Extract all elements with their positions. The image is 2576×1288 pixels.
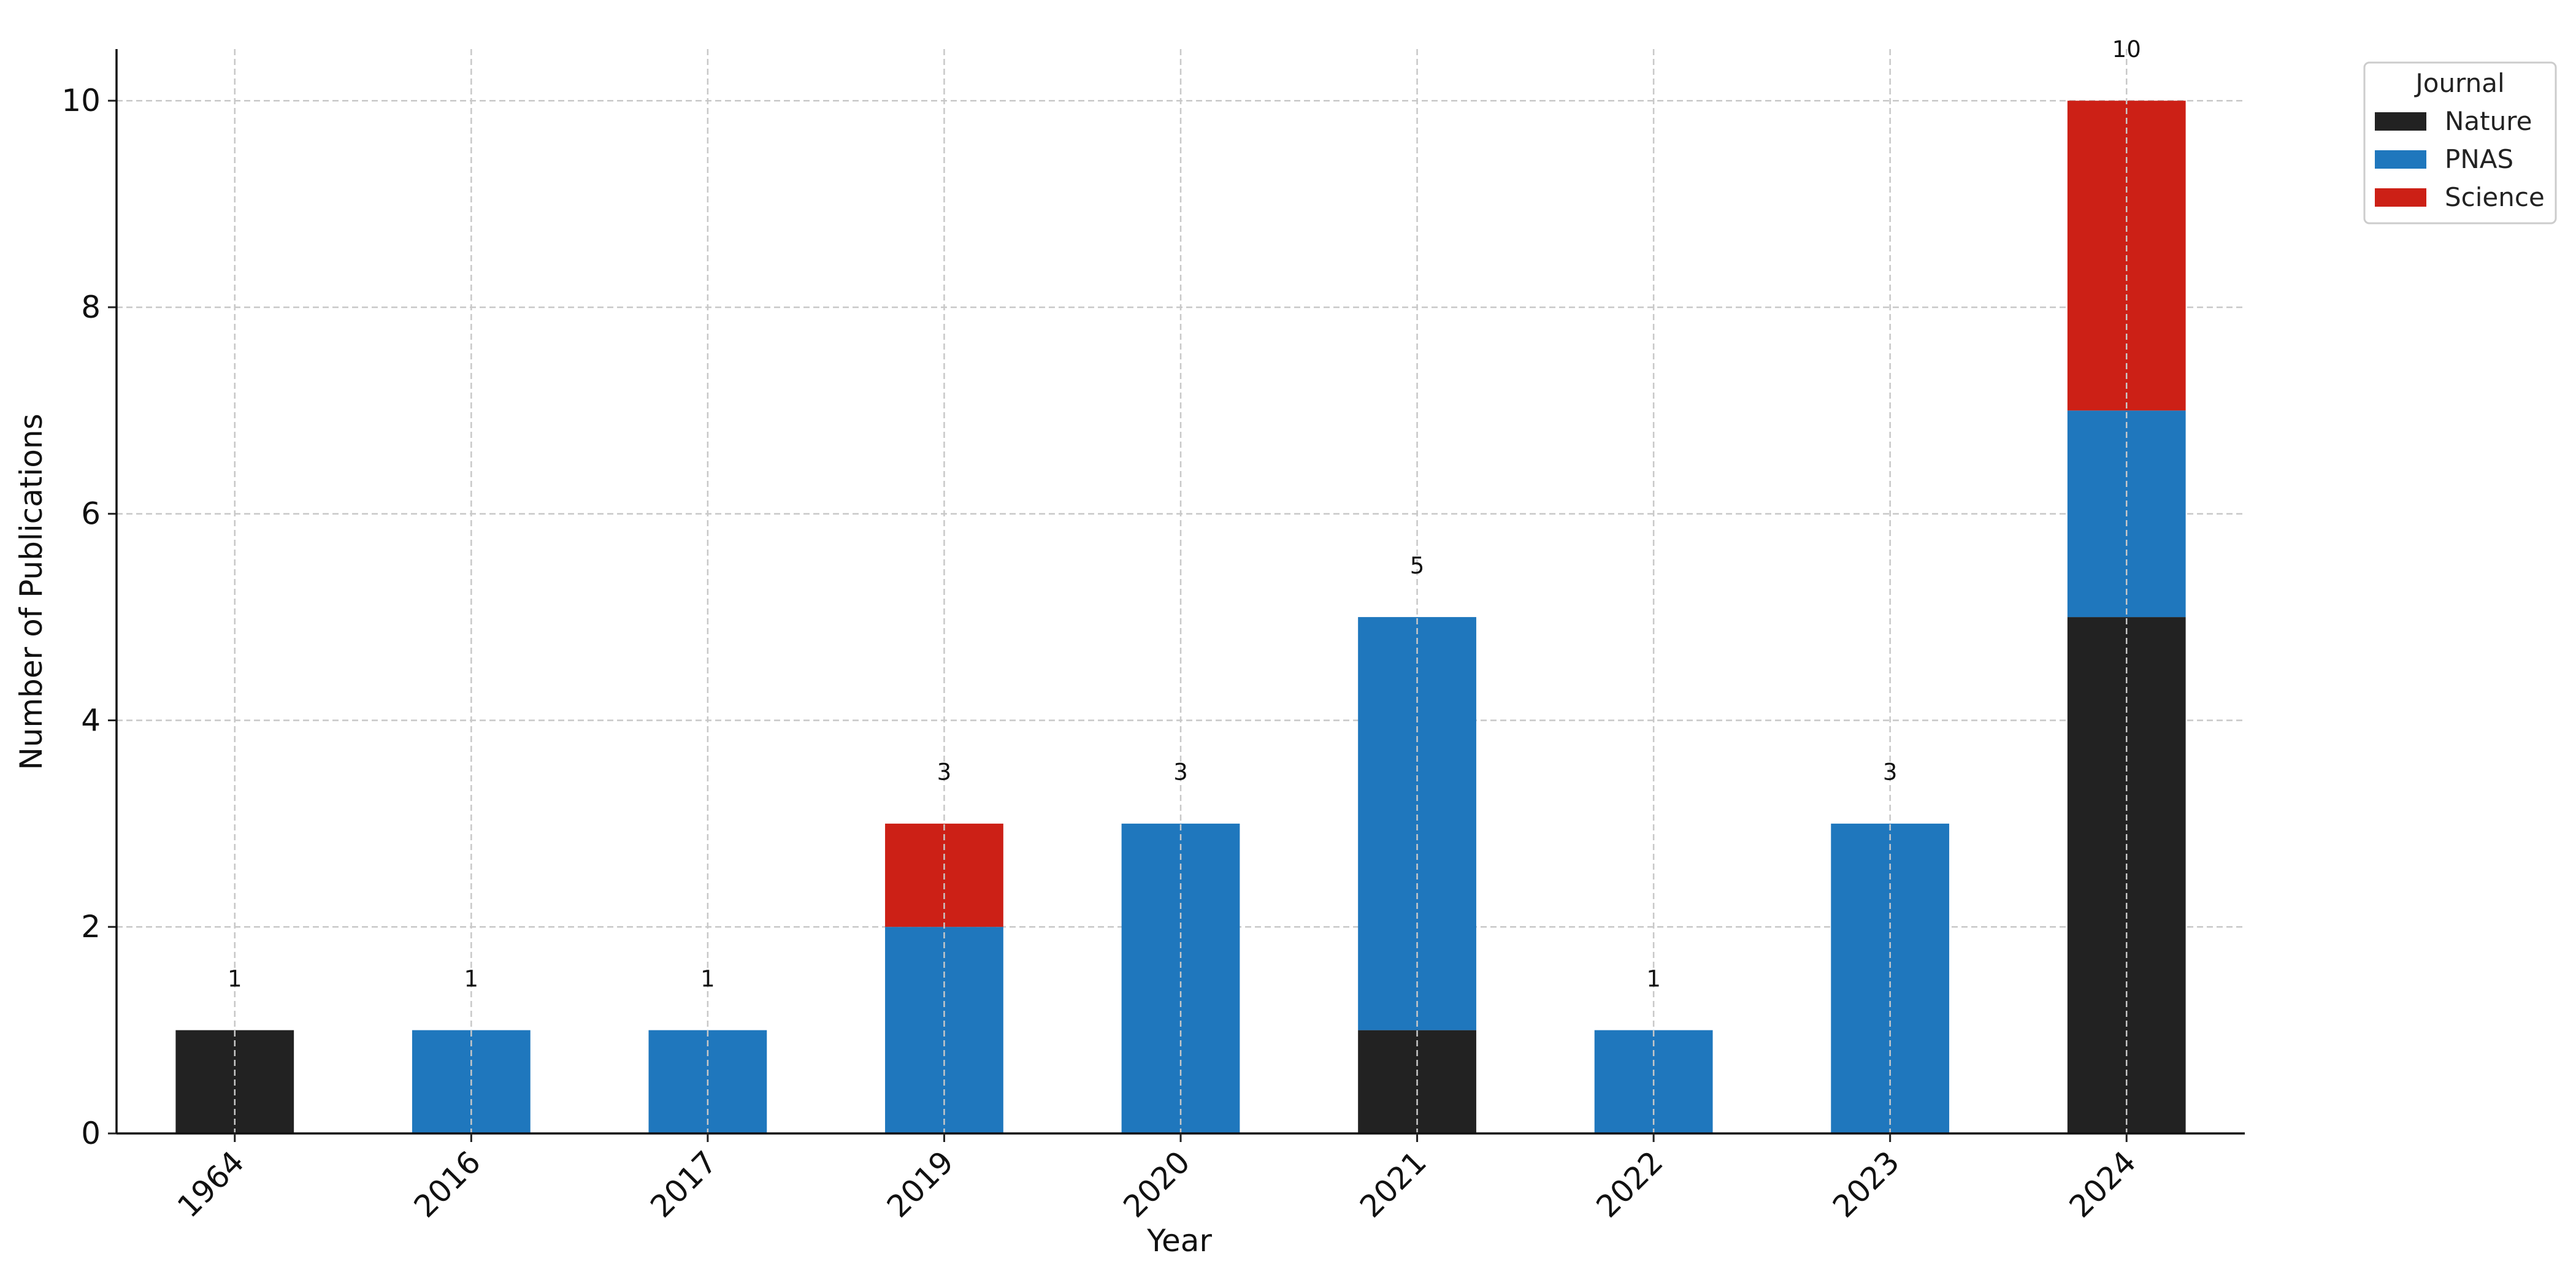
legend-swatch-pnas (2375, 150, 2426, 169)
x-tick-label: 1964 (171, 1144, 251, 1224)
total-label: 1 (1646, 965, 1661, 992)
y-axis-label: Number of Publications (13, 413, 49, 770)
total-label: 3 (937, 759, 952, 786)
x-tick-label: 2021 (1353, 1144, 1433, 1224)
legend-label-nature: Nature (2445, 106, 2532, 136)
legend-box (2363, 61, 2557, 224)
legend: Journal Nature PNAS Science (2363, 61, 2557, 224)
x-tick-label: 2019 (880, 1144, 960, 1224)
y-tick-label: 10 (61, 83, 101, 118)
total-label: 1 (700, 965, 715, 992)
legend-swatch-nature (2375, 112, 2426, 131)
x-axis-label: Year (1146, 1223, 1212, 1259)
x-tick-label: 2022 (1590, 1144, 1670, 1224)
total-label: 5 (1410, 553, 1425, 579)
legend-title: Journal (2413, 68, 2504, 98)
y-tick-label: 4 (81, 702, 101, 738)
y-tick-label: 0 (81, 1116, 101, 1151)
legend-label-pnas: PNAS (2445, 144, 2513, 174)
x-tick-label: 2024 (2063, 1144, 2143, 1224)
vertical-grid (234, 49, 2128, 1133)
x-tick-label: 2023 (1826, 1144, 1906, 1224)
x-tick-label: 2016 (407, 1144, 488, 1224)
legend-label-science: Science (2445, 182, 2545, 212)
total-label: 1 (228, 965, 242, 992)
total-label: 3 (1883, 759, 1898, 786)
bar-segment-pnas (885, 927, 1003, 1133)
total-label: 3 (1173, 759, 1188, 786)
bar-segment-pnas (1121, 823, 1240, 1133)
bar-segment-pnas (1358, 617, 1476, 1030)
legend-swatch-science (2375, 188, 2426, 207)
total-label: 1 (464, 965, 479, 992)
y-tick-label: 8 (81, 289, 101, 325)
y-tick-label: 2 (81, 909, 101, 945)
y-tick-label: 6 (81, 496, 101, 532)
total-label: 10 (2112, 36, 2141, 63)
x-tick-label: 2017 (643, 1144, 724, 1224)
x-tick-label: 2020 (1116, 1144, 1197, 1224)
bar-segment-pnas (1831, 823, 1950, 1133)
total-labels: 1 1 1 3 3 5 1 3 10 (228, 36, 2141, 992)
